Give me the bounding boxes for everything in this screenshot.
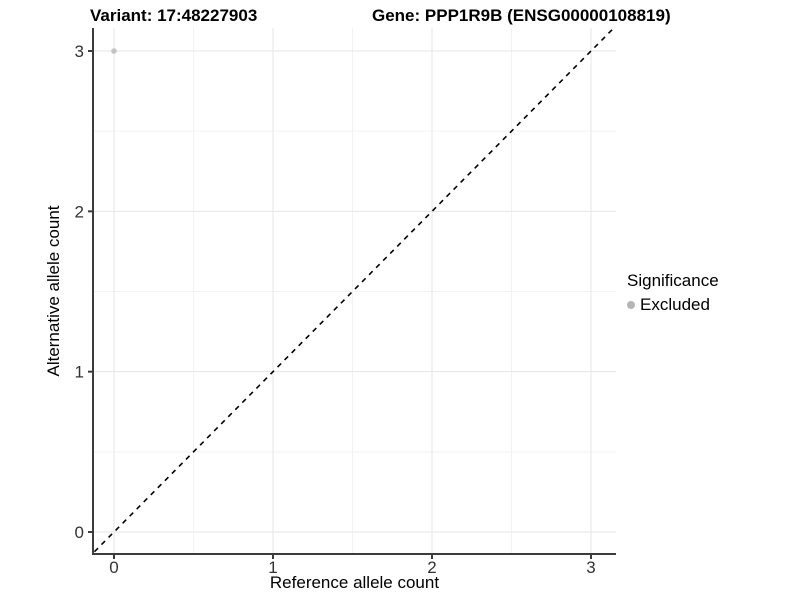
data-point [111, 48, 117, 54]
legend-item-excluded: Excluded [627, 295, 719, 315]
y-tick-label: 0 [75, 523, 84, 542]
y-tick-label: 1 [75, 363, 84, 382]
x-tick-label: 2 [427, 558, 436, 577]
legend-point-icon [627, 301, 635, 309]
y-tick-label: 2 [75, 202, 84, 221]
y-axis-label: Alternative allele count [44, 205, 63, 377]
x-tick-label: 1 [268, 558, 277, 577]
legend-item-label: Excluded [640, 295, 710, 314]
x-axis-label: Reference allele count [269, 573, 440, 592]
identity-dashed-line [93, 28, 615, 554]
x-tick-label: 0 [109, 558, 118, 577]
x-tick-label: 3 [586, 558, 595, 577]
plot-title-gene: Gene: PPP1R9B (ENSG00000108819) [372, 6, 671, 25]
legend-title: Significance [627, 271, 719, 290]
legend: Significance Excluded [627, 271, 719, 315]
plot-title-variant: Variant: 17:48227903 [90, 6, 258, 25]
y-tick-label: 3 [75, 42, 84, 61]
